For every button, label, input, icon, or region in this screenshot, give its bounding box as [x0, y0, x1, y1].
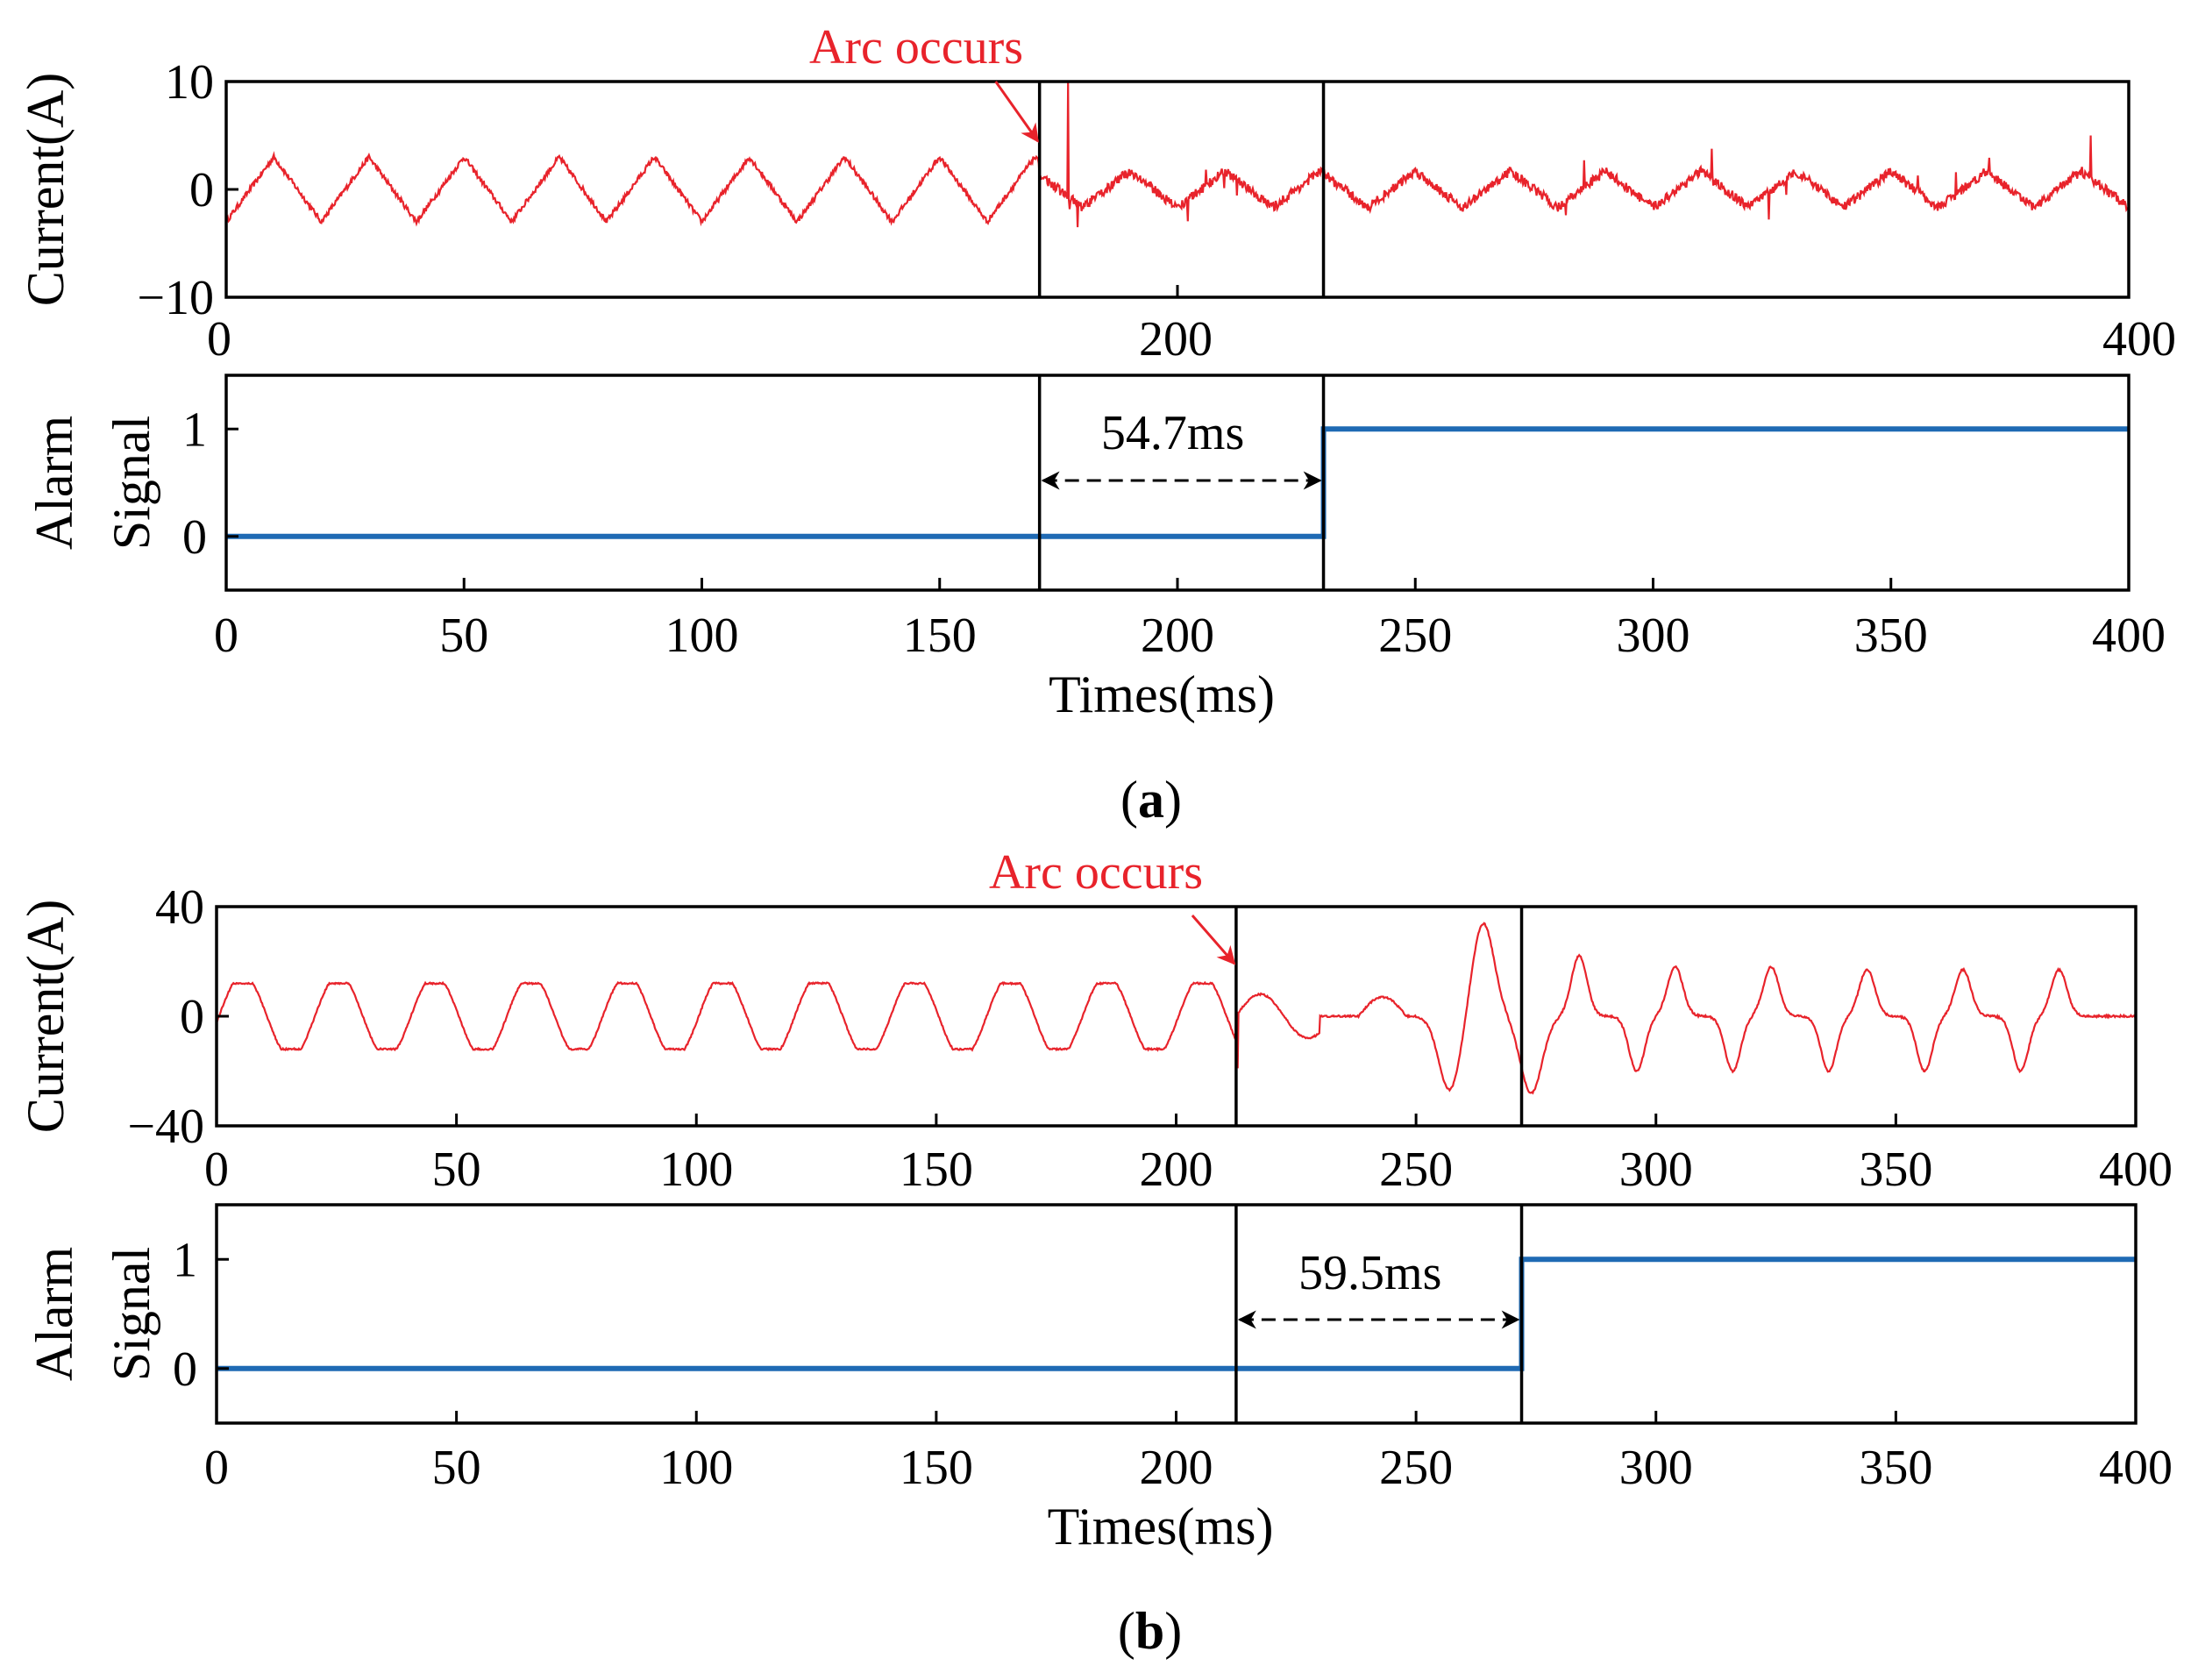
alarm-ytick-label: 1 [173, 1233, 197, 1287]
current-y-axis-label: Current(A) [17, 900, 75, 1134]
x-axis-label: Times(ms) [1049, 666, 1275, 723]
alarm-xtick-label: 50 [439, 609, 488, 663]
current-xtick-label: 400 [2102, 312, 2176, 367]
current-plot-frame [224, 80, 2130, 299]
current-ytick-label: −40 [127, 1100, 204, 1154]
panel-paren-close: ) [1164, 771, 1182, 829]
alarm-xtick-label: 300 [1619, 1441, 1693, 1495]
panel-paren-open: ( [1120, 771, 1138, 829]
alarm-y-axis-label-line2: Signal [103, 1247, 160, 1381]
alarm-y-axis-label-line1: Alarm [25, 1247, 83, 1381]
interval-label: 59.5ms [1298, 1246, 1441, 1300]
current-xtick-label: 50 [432, 1143, 481, 1197]
alarm-xtick-label: 300 [1617, 609, 1690, 663]
alarm-ytick-label: 0 [182, 510, 207, 565]
current-xtick-label: 0 [204, 1143, 229, 1197]
panel-paren-open: ( [1118, 1602, 1135, 1660]
panel-paren-close: ) [1164, 1602, 1182, 1660]
x-axis-label: Times(ms) [1048, 1498, 1274, 1555]
current-xtick-label: 350 [1859, 1143, 1932, 1197]
current-ytick-label: 0 [180, 990, 204, 1044]
current-xtick-label: 200 [1140, 1143, 1213, 1197]
current-y-axis-label: Current(A) [17, 73, 75, 307]
current-xtick-label: 400 [2099, 1143, 2173, 1197]
interval-label: 54.7ms [1101, 406, 1244, 460]
alarm-xtick-label: 0 [214, 609, 238, 663]
alarm-y-axis-label-line1: Alarm [25, 416, 83, 550]
alarm-xtick-label: 150 [900, 1441, 973, 1495]
current-xtick-label: 100 [659, 1143, 733, 1197]
alarm-xtick-label: 200 [1141, 609, 1214, 663]
current-ytick-label: −10 [137, 271, 214, 325]
alarm-xtick-label: 50 [432, 1441, 481, 1495]
alarm-xtick-label: 350 [1859, 1441, 1932, 1495]
alarm-xtick-label: 400 [2092, 609, 2166, 663]
current-xtick-label: 150 [900, 1143, 973, 1197]
arc-occurs-annotation: Arc occurs [809, 20, 1023, 75]
alarm-xtick-label: 250 [1379, 1441, 1453, 1495]
current-series-line [224, 81, 2130, 228]
current-xtick-label: 200 [1139, 312, 1213, 367]
alarm-xtick-label: 150 [903, 609, 977, 663]
alarm-xtick-label: 100 [665, 609, 739, 663]
alarm-y-axis-label-line2: Signal [103, 416, 160, 550]
current-ytick-label: 10 [165, 55, 214, 110]
panel-label: (b) [1118, 1602, 1182, 1660]
panel-letter: b [1135, 1602, 1164, 1660]
arc-occurs-arrow [1191, 915, 1236, 965]
panel-letter: a [1138, 771, 1164, 829]
alarm-xtick-label: 400 [2099, 1441, 2173, 1495]
alarm-xtick-label: 350 [1854, 609, 1928, 663]
current-ytick-label: 0 [189, 163, 214, 217]
current-xtick-label: 250 [1379, 1143, 1453, 1197]
current-series-line [216, 922, 2137, 1095]
panel-label: (a) [1120, 771, 1182, 829]
current-xtick-label: 0 [207, 312, 231, 367]
arc-occurs-arrow [994, 81, 1039, 143]
alarm-xtick-label: 100 [659, 1441, 733, 1495]
alarm-series-line [217, 1256, 2136, 1371]
current-ytick-label: 40 [155, 880, 204, 935]
arc-occurs-annotation: Arc occurs [989, 845, 1203, 900]
current-xtick-label: 300 [1619, 1143, 1693, 1197]
alarm-xtick-label: 200 [1140, 1441, 1213, 1495]
alarm-plot-frame [215, 1203, 2138, 1425]
alarm-ytick-label: 1 [182, 402, 207, 457]
alarm-xtick-label: 250 [1378, 609, 1452, 663]
alarm-xtick-label: 0 [204, 1441, 229, 1495]
alarm-ytick-label: 0 [173, 1342, 197, 1397]
